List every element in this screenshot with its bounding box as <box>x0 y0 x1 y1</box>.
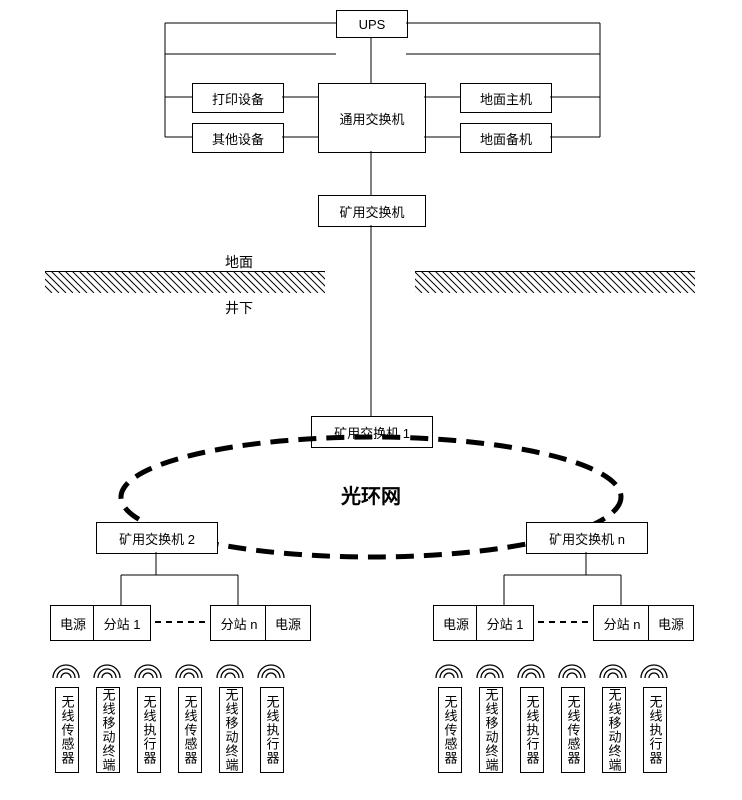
ground-backup-box: 地面备机 <box>460 123 552 153</box>
power-r2-box: 电源 <box>648 605 694 641</box>
wireless-device-box: 无线传感器 <box>178 687 202 773</box>
wireless-device-box: 无线执行器 <box>520 687 544 773</box>
printer-box: 打印设备 <box>192 83 284 113</box>
wireless-device-box: 无线移动终端 <box>96 687 120 773</box>
wireless-icon <box>434 662 464 680</box>
wireless-icon <box>92 662 122 680</box>
sub1-r-box: 分站 1 <box>476 605 534 641</box>
wireless-device-box: 无线移动终端 <box>602 687 626 773</box>
ring-label: 光环网 <box>341 480 401 509</box>
wireless-icon <box>51 662 81 680</box>
mine-switch-1-box: 矿用交换机 1 <box>311 416 433 448</box>
mine-switch-box: 矿用交换机 <box>318 195 426 227</box>
wireless-device-box: 无线执行器 <box>137 687 161 773</box>
wireless-icon <box>598 662 628 680</box>
subn-r-box: 分站 n <box>593 605 651 641</box>
wireless-device-box: 无线移动终端 <box>219 687 243 773</box>
wireless-icon <box>516 662 546 680</box>
sub1-l-box: 分站 1 <box>93 605 151 641</box>
wireless-device-box: 无线移动终端 <box>479 687 503 773</box>
power-r1-box: 电源 <box>433 605 479 641</box>
power-l1-box: 电源 <box>50 605 96 641</box>
underground-label: 井下 <box>225 298 253 318</box>
wireless-device-box: 无线传感器 <box>55 687 79 773</box>
wireless-icon <box>639 662 669 680</box>
other-device-box: 其他设备 <box>192 123 284 153</box>
power-l2-box: 电源 <box>265 605 311 641</box>
hatch-left <box>45 271 325 293</box>
wireless-icon <box>557 662 587 680</box>
wireless-icon <box>174 662 204 680</box>
wireless-device-box: 无线传感器 <box>561 687 585 773</box>
mine-switch-2-box: 矿用交换机 2 <box>96 522 218 554</box>
wireless-icon <box>256 662 286 680</box>
wireless-icon <box>475 662 505 680</box>
surface-label: 地面 <box>225 252 253 272</box>
wireless-icon <box>215 662 245 680</box>
wireless-device-box: 无线执行器 <box>643 687 667 773</box>
wireless-device-box: 无线执行器 <box>260 687 284 773</box>
ups-box: UPS <box>336 10 408 38</box>
subn-l-box: 分站 n <box>210 605 268 641</box>
hatch-right <box>415 271 695 293</box>
wireless-device-box: 无线传感器 <box>438 687 462 773</box>
general-switch-box: 通用交换机 <box>318 83 426 153</box>
mine-switch-n-box: 矿用交换机 n <box>526 522 648 554</box>
ground-host-box: 地面主机 <box>460 83 552 113</box>
wireless-icon <box>133 662 163 680</box>
